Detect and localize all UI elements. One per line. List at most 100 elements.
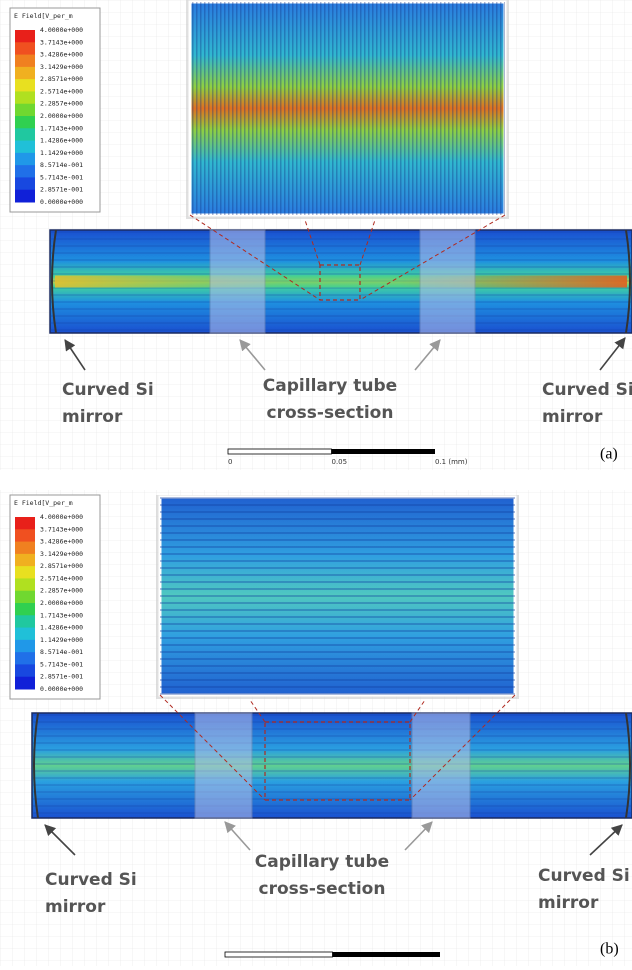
legend-label: 1.4286e+000: [40, 624, 83, 632]
scale-black: [332, 952, 440, 957]
legend-band: [15, 66, 35, 80]
legend-label: 5.7143e-001: [40, 173, 83, 181]
capillary-wall: [411, 712, 471, 819]
legend-label: 3.7143e+000: [40, 38, 83, 46]
legend-label: 8.5714e-001: [40, 161, 83, 169]
label-left-mirror: Curved Si: [45, 870, 137, 890]
legend-band: [15, 189, 35, 203]
legend-label: 1.1429e+000: [40, 636, 83, 644]
legend-label: 3.4286e+000: [40, 51, 83, 59]
legend-label: 1.7143e+000: [40, 611, 83, 619]
legend-label: 2.5714e+000: [40, 87, 83, 95]
arrow: [44, 824, 76, 856]
label-capillary: Capillary tube: [255, 852, 389, 872]
legend-label: 1.4286e+000: [40, 137, 83, 145]
legend-label: 5.7143e-001: [40, 660, 83, 668]
legend-band: [15, 529, 35, 543]
label-right-mirror: mirror: [542, 407, 603, 427]
zoom-line: [159, 694, 266, 801]
legend-band: [15, 91, 35, 105]
legend-band: [15, 116, 35, 129]
capillary-wall: [419, 229, 476, 334]
legend-band: [15, 103, 35, 117]
label-left-mirror: mirror: [45, 897, 106, 917]
panel-tag: (a): [600, 446, 618, 463]
label-capillary: cross-section: [259, 879, 386, 899]
legend-band: [15, 652, 35, 665]
legend-band: [15, 517, 35, 530]
mirror-right: [625, 229, 631, 334]
arrow: [224, 821, 251, 851]
legend-label: 2.0000e+000: [40, 112, 83, 120]
arrow: [414, 339, 441, 371]
legend-label: 0.0000e+000: [40, 685, 83, 693]
zoom-line: [409, 699, 426, 723]
mirror-right: [625, 712, 631, 819]
legend-band: [15, 79, 35, 92]
arrow: [589, 824, 623, 856]
legend-label: 2.8571e-001: [40, 186, 83, 194]
legend-label: 2.8571e+000: [40, 562, 83, 570]
zoom-line: [359, 214, 506, 301]
label-right-mirror: Curved Si: [542, 380, 632, 400]
legend-label: 8.5714e-001: [40, 648, 83, 656]
label-left-mirror: Curved Si: [62, 380, 154, 400]
legend-band: [15, 165, 35, 178]
inset-texture: [190, 2, 505, 215]
legend-label: 2.5714e+000: [40, 574, 83, 582]
legend-label: 4.0000e+000: [40, 513, 83, 521]
panel: E Field[V_per_m 4.0000e+000 3.7143e+000 3.4…: [9, 0, 632, 466]
legend-label: 1.1429e+000: [40, 149, 83, 157]
legend-label: 2.0000e+000: [40, 599, 83, 607]
legend-band: [15, 676, 35, 690]
capillary-wall: [194, 712, 253, 819]
scale-white: [224, 951, 333, 958]
arrow: [599, 337, 626, 371]
legend-label: 2.2857e+000: [40, 100, 83, 108]
label-left-mirror: mirror: [62, 407, 123, 427]
legend-band: [15, 615, 35, 629]
panel-tag: (b): [600, 941, 619, 958]
legend-label: 1.7143e+000: [40, 124, 83, 132]
legend-label: 3.1429e+000: [40, 550, 83, 558]
inset-texture: [160, 497, 515, 695]
legend-label: 2.2857e+000: [40, 587, 83, 595]
scale-label: 0: [228, 458, 232, 466]
zoom-box: [264, 721, 411, 801]
mirror-left: [51, 229, 57, 334]
label-right-mirror: Curved Si: [538, 866, 630, 886]
label-capillary: cross-section: [267, 403, 394, 423]
legend-band: [15, 177, 35, 191]
legend-band: [15, 553, 35, 567]
arrow: [404, 821, 433, 851]
legend-label: 3.1429e+000: [40, 63, 83, 71]
legend-label: 2.8571e-001: [40, 673, 83, 681]
beam: [55, 275, 627, 288]
capillary-wall: [209, 229, 266, 334]
legend-title: E Field[V_per_m: [14, 499, 73, 507]
arrow: [64, 339, 86, 371]
legend-label: 0.0000e+000: [40, 198, 83, 206]
legend-band: [15, 664, 35, 678]
legend-band: [15, 140, 35, 154]
arrow: [239, 339, 266, 371]
legend-band: [15, 590, 35, 604]
legend-band: [15, 30, 35, 43]
scale-black: [331, 449, 435, 454]
legend-band: [15, 128, 35, 142]
legend-band: [15, 541, 35, 555]
legend-label: 2.8571e+000: [40, 75, 83, 83]
mirror-left: [33, 712, 39, 819]
panel: E Field[V_per_m 4.0000e+000 3.7143e+000 3.4…: [9, 494, 632, 958]
tube-texture: [32, 713, 632, 818]
legend-band: [15, 578, 35, 592]
scale-white: [227, 448, 332, 455]
legend-label: 3.7143e+000: [40, 525, 83, 533]
label-right-mirror: mirror: [538, 893, 599, 913]
legend-band: [15, 54, 35, 68]
scale-label: 0.05: [332, 458, 348, 466]
label-capillary: Capillary tube: [263, 376, 397, 396]
legend-label: 3.4286e+000: [40, 538, 83, 546]
zoom-box: [319, 264, 361, 301]
